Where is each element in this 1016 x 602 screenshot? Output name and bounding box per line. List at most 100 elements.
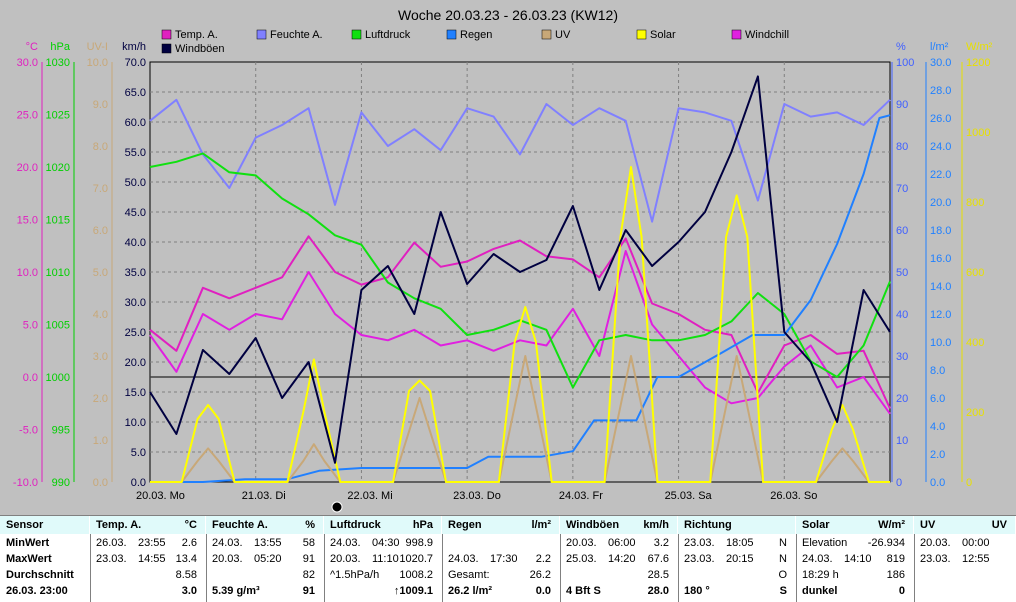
cell-value: S	[779, 585, 787, 597]
right-axis-tick: 14.0	[930, 281, 951, 293]
cell-date: 18:29 h	[802, 569, 839, 581]
cell-date: 20.03.	[212, 553, 243, 565]
series-line	[149, 235, 891, 409]
cell-time: 18:05	[726, 537, 754, 549]
right-axis-tick: 50	[896, 267, 908, 279]
left-axis-tick: 55.0	[125, 147, 146, 159]
cell-time: 00:00	[962, 537, 990, 549]
series-line	[149, 152, 891, 389]
table-column: Richtung 23.03. 18:05 N 23.03. 20:15 N O 180 ° S	[678, 516, 797, 602]
row-label: MinWert	[6, 537, 50, 549]
legend: Temp. A. Feuchte A. Luftdruck Regen UV Solar W…	[161, 29, 789, 55]
table-column: Feuchte A.% 24.03. 13:55 58 20.03. 05:20 91 82 5…	[206, 516, 325, 602]
right-axis-tick: 40	[896, 309, 908, 321]
table-header-unit: °C	[184, 519, 197, 531]
right-axis-tick: 1000	[966, 127, 990, 139]
left-axis-tick: -10.0	[13, 477, 38, 489]
legend-label: Windchill	[745, 29, 789, 41]
table-cell-row: 24.03. 14:10 819	[796, 551, 913, 567]
left-axis-tick: 1.0	[93, 435, 108, 447]
right-axis-tick: 200	[966, 407, 984, 419]
cell-date: Gesamt:	[448, 569, 490, 581]
x-tick-label: 26.03. So	[770, 490, 817, 502]
right-axis-tick: 0	[896, 477, 902, 489]
cell-value: 1008.2	[399, 569, 433, 581]
row-label: 26.03. 23:00	[6, 585, 68, 597]
cell-date: 23.03.	[684, 553, 715, 565]
left-axis-tick: 6.0	[93, 225, 108, 237]
right-axis-tick: 20	[896, 393, 908, 405]
cell-value: 0	[898, 585, 905, 597]
table-cell-row: Durchschnitt	[0, 567, 89, 583]
table-header-unit: hPa	[412, 519, 433, 531]
row-label: Durchschnitt	[6, 569, 74, 581]
left-axis-tick: 5.0	[23, 320, 38, 332]
cell-value: N	[779, 553, 787, 565]
right-axis-tick: 8.0	[930, 365, 945, 377]
cell-date: 25.03.	[566, 553, 597, 565]
legend-label: Solar	[650, 29, 676, 41]
right-axis-tick: 70	[896, 183, 908, 195]
cell-date: 23.03.	[96, 553, 127, 565]
legend-swatch	[161, 29, 172, 40]
table-cell-row: 26.03. 23:55 2.6	[90, 535, 205, 551]
legend-label: Temp. A.	[175, 29, 218, 41]
right-axis-unit: l/m²	[930, 41, 949, 53]
right-axes: %1009080706050403020100l/m²30.028.026.02…	[891, 41, 993, 489]
left-axes: °C 30.0 25.0 20.0 15.0 10.0 5.0 0.0 -5.0 -10.0 hPa…	[13, 41, 146, 489]
left-axis-tick: 8.0	[93, 141, 108, 153]
left-axis-tick: 1000	[46, 372, 70, 384]
right-axis-tick: 20.0	[930, 197, 951, 209]
x-tick-label: 20.03. Mo	[136, 490, 185, 502]
table-cell-row: 4 Bft S 28.0	[560, 583, 677, 599]
cell-value: 91	[302, 553, 315, 565]
left-axis-tick: 0.0	[23, 372, 38, 384]
x-tick-label: 23.03. Do	[453, 490, 501, 502]
table-header: Luftdruck hPa	[324, 516, 441, 534]
left-axis-tick: 9.0	[93, 99, 108, 111]
legend-label: Feuchte A.	[270, 29, 323, 41]
summary-table: Sensor MinWert MaxWert Durchschnitt 26.03. 2…	[0, 515, 1016, 602]
left-axis-tick: 10.0	[87, 57, 108, 69]
table-header-label: Feuchte A.	[212, 519, 268, 531]
left-axis-tick: 45.0	[125, 207, 146, 219]
right-axis-tick: 24.0	[930, 141, 951, 153]
legend-swatch	[256, 29, 267, 40]
cell-value: 82	[302, 569, 315, 581]
table-cell-row	[914, 583, 1015, 599]
left-axis-tick: 40.0	[125, 237, 146, 249]
cell-value: 91	[302, 585, 315, 597]
left-axis-tick: 0.0	[93, 477, 108, 489]
cell-time: 14:20	[608, 553, 636, 565]
table-cell-row: 24.03. 17:30 2.2	[442, 551, 559, 567]
left-axis-unit: km/h	[122, 41, 146, 53]
right-axis-tick: 30.0	[930, 57, 951, 69]
table-cell-row: 23.03. 12:55	[914, 551, 1015, 567]
table-cell-row	[442, 535, 559, 551]
cell-date: 20.03.	[920, 537, 951, 549]
legend-swatch	[446, 29, 457, 40]
table-cell-row: ^1.5hPa/h 1008.2	[324, 567, 441, 583]
left-axis-tick: 30.0	[125, 297, 146, 309]
cell-date: 23.03.	[920, 553, 951, 565]
table-header: Regen l/m²	[442, 516, 559, 534]
cell-value: 26.2	[529, 569, 551, 581]
left-axis-tick: 3.0	[93, 351, 108, 363]
cell-time: 13:55	[254, 537, 282, 549]
row-label: MaxWert	[6, 553, 52, 565]
table-cell-row: 8.58	[90, 567, 205, 583]
series-layer	[149, 75, 891, 483]
left-axis-tick: 20.0	[17, 162, 38, 174]
cell-value: ↑1009.1	[393, 585, 433, 597]
legend-label: UV	[555, 29, 571, 41]
table-cell-row: 20.03. 00:00	[914, 535, 1015, 551]
table-header-label: UV	[920, 519, 936, 531]
table-cell-row: MinWert	[0, 535, 89, 551]
x-tick-label: 21.03. Di	[242, 490, 286, 502]
cell-time: 17:30	[490, 553, 518, 565]
right-axis-tick: 400	[966, 337, 984, 349]
table-cell-row: 26.2 l/m² 0.0	[442, 583, 559, 599]
cell-value: 28.5	[647, 569, 669, 581]
cell-value: 3.0	[181, 585, 197, 597]
right-axis-tick: 60	[896, 225, 908, 237]
